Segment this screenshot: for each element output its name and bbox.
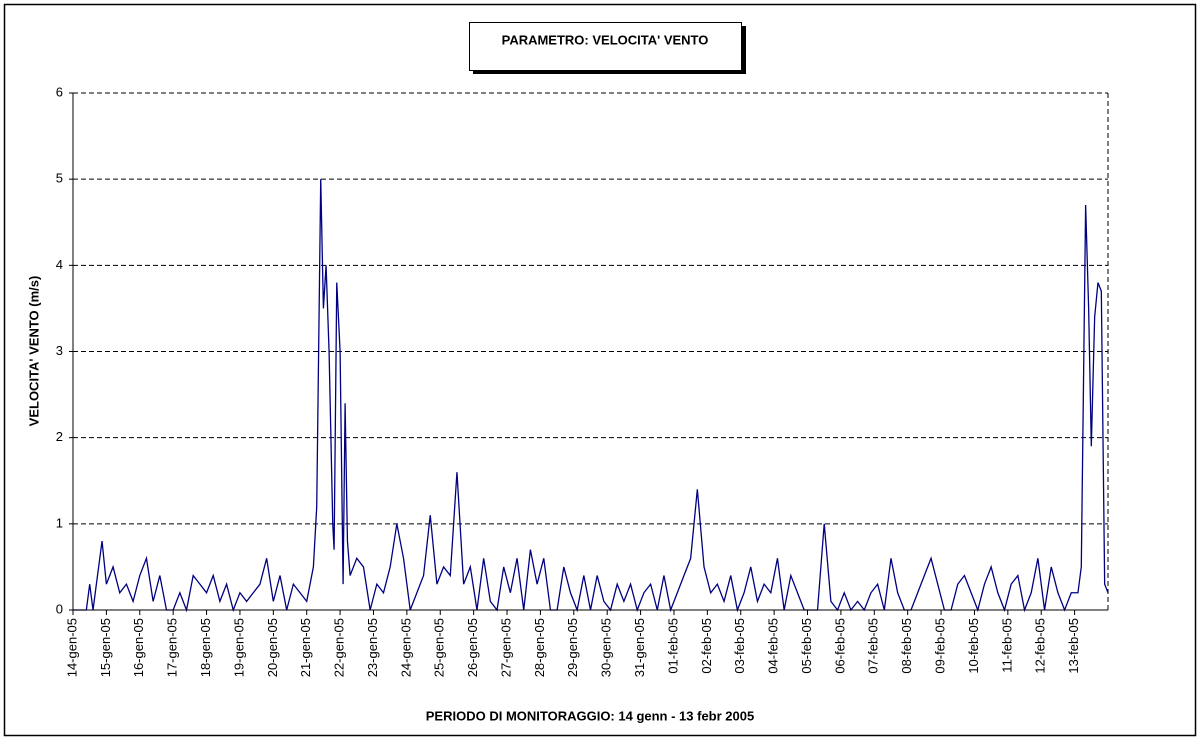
x-tick-label: 01-feb-05	[665, 618, 680, 674]
x-tick-label: 03-feb-05	[732, 618, 747, 674]
x-tick-label: 19-gen-05	[231, 618, 246, 677]
x-tick-label: 29-gen-05	[565, 618, 580, 677]
x-tick-label: 27-gen-05	[498, 618, 513, 677]
x-tick-label: 20-gen-05	[265, 618, 280, 677]
x-axis-title: PERIODO DI MONITORAGGIO: 14 genn - 13 fe…	[426, 708, 754, 723]
x-tick-label: 11-feb-05	[999, 618, 1014, 673]
x-tick-label: 05-feb-05	[799, 618, 814, 674]
chart-title: PARAMETRO: VELOCITA' VENTO	[502, 32, 709, 47]
x-tick-label: 18-gen-05	[198, 618, 213, 677]
y-axis-title: VELOCITA' VENTO (m/s)	[26, 276, 41, 427]
y-tick-label: 2	[56, 429, 63, 444]
x-tick-label: 02-feb-05	[699, 618, 714, 674]
x-tick-label: 09-feb-05	[933, 618, 948, 674]
x-tick-label: 07-feb-05	[866, 618, 881, 674]
y-tick-label: 0	[56, 601, 63, 616]
y-tick-label: 5	[56, 171, 63, 186]
y-tick-label: 6	[56, 84, 63, 99]
title-box	[469, 22, 742, 71]
x-tick-label: 08-feb-05	[899, 618, 914, 674]
x-tick-label: 23-gen-05	[365, 618, 380, 677]
x-tick-label: 13-feb-05	[1066, 618, 1081, 674]
x-tick-label: 17-gen-05	[165, 618, 180, 677]
x-tick-label: 15-gen-05	[98, 618, 113, 677]
x-tick-label: 12-feb-05	[1033, 618, 1048, 674]
x-tick-label: 28-gen-05	[532, 618, 547, 677]
x-tick-label: 04-feb-05	[766, 618, 781, 674]
x-tick-label: 10-feb-05	[966, 618, 981, 674]
x-tick-label: 21-gen-05	[298, 618, 313, 677]
x-tick-label: 31-gen-05	[632, 618, 647, 677]
x-tick-label: 06-feb-05	[832, 618, 847, 674]
x-tick-label: 26-gen-05	[465, 618, 480, 677]
y-tick-label: 3	[56, 343, 63, 358]
x-tick-label: 16-gen-05	[131, 618, 146, 677]
x-tick-label: 25-gen-05	[432, 618, 447, 677]
x-tick-label: 24-gen-05	[398, 618, 413, 677]
chart-border	[3, 3, 1197, 737]
x-tick-label: 14-gen-05	[64, 618, 79, 677]
x-tick-label: 22-gen-05	[332, 618, 347, 677]
y-tick-label: 1	[56, 515, 63, 530]
y-tick-label: 4	[56, 257, 63, 272]
x-tick-label: 30-gen-05	[599, 618, 614, 677]
